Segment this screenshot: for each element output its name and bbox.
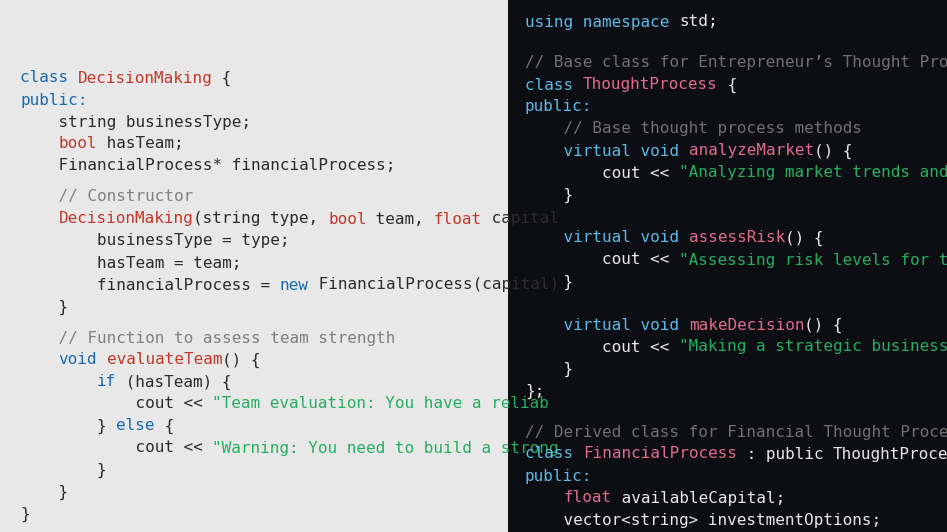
Text: : public: : public — [737, 446, 833, 461]
Text: team,: team, — [366, 212, 434, 227]
Text: std: std — [679, 14, 707, 29]
Text: float: float — [434, 212, 482, 227]
Text: hasTeam;: hasTeam; — [97, 137, 184, 152]
Text: // Derived class for Financial Thought Process: // Derived class for Financial Thought P… — [525, 425, 947, 439]
Text: // Constructor: // Constructor — [20, 189, 193, 204]
Text: DecisionMaking: DecisionMaking — [78, 71, 212, 86]
Text: cout <<: cout << — [525, 339, 679, 354]
Text: () {: () { — [223, 352, 260, 368]
Text: }: } — [525, 275, 573, 289]
Text: ;: ; — [707, 14, 718, 29]
Text: businessType = type;: businessType = type; — [20, 234, 290, 248]
Text: {: { — [154, 418, 174, 434]
Text: capital: capital — [482, 212, 559, 227]
Text: "Team evaluation: You have a reliab: "Team evaluation: You have a reliab — [212, 396, 549, 411]
Text: virtual void: virtual void — [525, 318, 688, 332]
Text: class: class — [525, 78, 582, 93]
Text: (hasTeam) {: (hasTeam) { — [116, 375, 232, 389]
Text: // Function to assess team strength: // Function to assess team strength — [20, 330, 396, 345]
Text: cout <<: cout << — [525, 165, 679, 180]
Text: virtual void: virtual void — [525, 230, 688, 245]
Bar — [0, 0, 508, 532]
Text: availableCapital;: availableCapital; — [612, 491, 785, 505]
Text: DecisionMaking: DecisionMaking — [59, 212, 193, 227]
Text: string businessType;: string businessType; — [20, 114, 251, 129]
Text: class: class — [525, 446, 582, 461]
Text: analyzeMarket: analyzeMarket — [688, 144, 813, 159]
Text: bool: bool — [328, 212, 366, 227]
Text: }: } — [20, 485, 68, 500]
Text: evaluateTeam: evaluateTeam — [107, 353, 223, 368]
Text: hasTeam = team;: hasTeam = team; — [20, 255, 241, 270]
Text: float: float — [563, 491, 612, 505]
Text: (string type,: (string type, — [193, 212, 328, 227]
Text: bool: bool — [59, 137, 97, 152]
Text: () {: () { — [785, 230, 823, 246]
Text: void: void — [59, 353, 97, 368]
Text: virtual void: virtual void — [525, 144, 688, 159]
Text: cout <<: cout << — [20, 396, 212, 411]
Text: using namespace: using namespace — [525, 14, 679, 29]
Text: new: new — [280, 278, 309, 293]
Text: cout <<: cout << — [525, 253, 679, 268]
Text: if: if — [97, 375, 116, 389]
Text: FinancialProcess: FinancialProcess — [582, 446, 737, 461]
Text: public:: public: — [525, 469, 593, 484]
Text: FinancialProcess* financialProcess;: FinancialProcess* financialProcess; — [20, 159, 396, 173]
Text: class: class — [20, 71, 78, 86]
Text: "Analyzing market trends and competition..." <<: "Analyzing market trends and competition… — [679, 165, 947, 180]
Text: }: } — [20, 418, 116, 434]
Text: vector<string> investmentOptions;: vector<string> investmentOptions; — [525, 512, 881, 528]
Text: ThoughtProcess: ThoughtProcess — [833, 446, 947, 461]
Text: FinancialProcess(capital): FinancialProcess(capital) — [309, 278, 559, 293]
Text: }: } — [525, 187, 573, 203]
Text: cout <<: cout << — [20, 440, 212, 455]
Text: }: } — [20, 506, 29, 521]
Text: {: { — [718, 77, 737, 93]
Text: public:: public: — [20, 93, 87, 107]
Text: makeDecision: makeDecision — [688, 318, 804, 332]
Text: }: } — [525, 361, 573, 377]
Text: }: } — [20, 462, 107, 478]
Text: assessRisk: assessRisk — [688, 230, 785, 245]
Text: }: } — [20, 300, 68, 314]
Text: {: { — [212, 70, 232, 86]
Text: financialProcess =: financialProcess = — [20, 278, 280, 293]
Text: () {: () { — [804, 318, 843, 332]
Text: ThoughtProcess: ThoughtProcess — [582, 78, 718, 93]
Text: "Assessing risk levels for the decision..." << e: "Assessing risk levels for the decision.… — [679, 253, 947, 268]
Text: () {: () { — [813, 144, 852, 159]
Text: // Base class for Entrepreneur’s Thought Process: // Base class for Entrepreneur’s Thought… — [525, 55, 947, 71]
Text: // Base thought process methods: // Base thought process methods — [525, 121, 862, 137]
Text: "Making a strategic business decision..." << end: "Making a strategic business decision...… — [679, 339, 947, 354]
Bar — [508, 0, 947, 532]
Text: else: else — [116, 419, 154, 434]
Text: };: }; — [525, 384, 545, 398]
Text: "Warning: You need to build a strong: "Warning: You need to build a strong — [212, 440, 559, 455]
Text: public:: public: — [525, 99, 593, 114]
